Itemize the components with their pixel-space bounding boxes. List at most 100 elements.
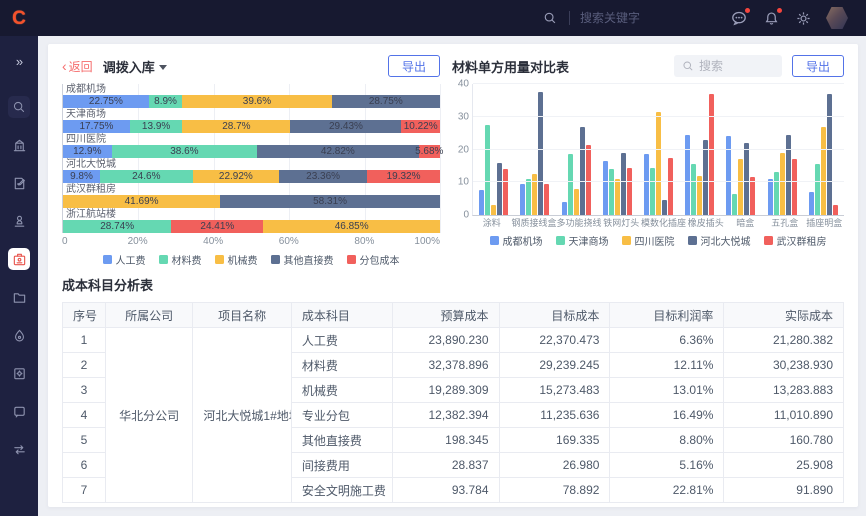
sidebar-item-document-edit[interactable] <box>8 172 30 194</box>
legend-label: 人工费 <box>115 255 146 267</box>
export-button-right[interactable]: 导出 <box>791 55 844 77</box>
subject-cell: 人工费 <box>290 327 394 353</box>
stacked-bar: 28.74% 24.41% 46.85% <box>63 220 440 233</box>
value-cell: 30,238.930 <box>723 352 844 378</box>
navbar-search[interactable] <box>541 9 690 27</box>
sidebar-item-stamp[interactable] <box>8 210 30 232</box>
legend-swatch <box>687 235 697 245</box>
back-link[interactable]: ‹ 返回 <box>62 58 93 75</box>
notifications-icon[interactable] <box>762 8 782 27</box>
bar <box>808 192 814 215</box>
charts-row: ‹ 返回 调拨入库 导出 成都机场 22.75% 8.9% 39.6% 28.75% 天津… <box>62 54 844 267</box>
avatar[interactable] <box>826 6 848 30</box>
bar-group <box>762 84 803 215</box>
page-title-dropdown[interactable]: 调拨入库 <box>103 57 167 76</box>
grouped-x-labels: 涂料 钢质接线盒 多功能挠线 铁网灯头 模数化插座 橡皮插头 暗盒 五孔盒 插座明盒 <box>472 217 844 230</box>
legend-swatch <box>102 254 112 264</box>
sidebar-item-clipboard-gear[interactable] <box>8 362 30 384</box>
messages-icon[interactable] <box>730 8 750 27</box>
axis-tick-label: 0 <box>62 236 68 247</box>
row-number-cell: 1 <box>62 327 106 353</box>
sidebar-item-droplet[interactable] <box>8 324 30 346</box>
axis-tick-label: 80% <box>354 236 375 247</box>
stacked-row-label: 天津商场 <box>66 109 106 120</box>
subject-cell: 安全文明施工费 <box>290 477 394 503</box>
value-cell: 11,010.890 <box>723 402 844 428</box>
bar <box>785 134 791 215</box>
value-cell: 93.784 <box>392 477 500 503</box>
legend-item: 分包成本 <box>346 252 400 267</box>
x-axis-label: 橡皮插头 <box>687 218 724 228</box>
value-cell: 22,370.473 <box>498 327 611 353</box>
legend-swatch <box>270 254 280 264</box>
x-axis-label: 铁网灯头 <box>603 218 640 228</box>
value-cell: 19,289.309 <box>392 377 500 403</box>
divider <box>569 11 570 25</box>
bar-group <box>803 84 844 215</box>
bar <box>614 178 620 215</box>
legend-item: 天津商场 <box>555 233 609 248</box>
legend-swatch <box>489 235 499 245</box>
legend-label: 分包成本 <box>359 255 400 267</box>
navbar-actions <box>541 6 866 30</box>
column-header: 预算成本 <box>392 302 500 328</box>
collapse-icon[interactable]: » <box>15 53 23 69</box>
export-button-left[interactable]: 导出 <box>387 55 440 77</box>
bar <box>661 200 667 215</box>
x-axis-label: 模数化插座 <box>641 218 687 228</box>
value-cell: 26.980 <box>498 452 611 478</box>
sidebar-menu <box>8 96 30 460</box>
bar <box>497 162 503 215</box>
bar <box>732 193 738 215</box>
bar <box>620 152 626 215</box>
legend-item: 人工费 <box>102 252 146 267</box>
bar <box>750 177 756 215</box>
sidebar-item-cost-management[interactable] <box>8 248 30 270</box>
axis-tick-label: 40% <box>203 236 224 247</box>
sidebar-item-transfer[interactable] <box>8 438 30 460</box>
bar <box>826 93 832 215</box>
x-axis-label: 五孔盒 <box>771 218 799 228</box>
bar-group <box>638 84 679 215</box>
subject-cell: 其他直接费 <box>290 427 394 453</box>
sidebar-item-building[interactable] <box>8 134 30 156</box>
logo-glyph: C <box>12 7 26 29</box>
stacked-legend: 人工费 材料费 机械费 其他直接费 分包成本 <box>62 251 440 267</box>
table-row: 7 安全文明施工费 93.784 78.892 22.81% 91.890 <box>62 477 844 503</box>
bar <box>602 160 608 215</box>
x-axis-label: 多功能挠线 <box>556 218 602 228</box>
back-label: 返回 <box>68 59 93 74</box>
settings-icon[interactable] <box>794 9 812 27</box>
navbar-search-input[interactable] <box>580 11 690 25</box>
chart-search-box[interactable] <box>673 55 782 77</box>
page-title: 调拨入库 <box>102 59 155 75</box>
notification-badge <box>777 8 782 13</box>
subject-cell: 专业分包 <box>290 402 394 428</box>
sidebar-item-search[interactable] <box>8 96 30 118</box>
column-header: 目标利润率 <box>609 302 725 328</box>
subject-cell: 材料费 <box>290 352 394 378</box>
sidebar-item-folder[interactable] <box>8 286 30 308</box>
x-axis-label: 涂料 <box>482 218 501 228</box>
bar-group <box>679 84 720 215</box>
chart-search-input[interactable] <box>698 59 774 73</box>
legend-item: 机械费 <box>214 252 258 267</box>
sidebar-item-chat[interactable] <box>8 400 30 422</box>
navbar: C <box>0 0 866 36</box>
app-logo[interactable]: C <box>0 0 38 36</box>
value-cell: 21,280.382 <box>723 327 844 353</box>
bar-segment: 5.68% <box>415 145 444 158</box>
bar-group <box>720 84 761 215</box>
bar <box>608 169 614 215</box>
axis-tick-label: 20% <box>127 236 148 247</box>
bar <box>738 159 744 215</box>
search-icon[interactable] <box>541 9 559 27</box>
gridline <box>473 148 844 150</box>
gridline <box>138 84 140 233</box>
legend-item: 其他直接费 <box>270 252 334 267</box>
right-panel-header: 材料单方用量对比表 导出 <box>452 54 844 78</box>
value-cell: 12.11% <box>609 352 725 378</box>
main-content: ‹ 返回 调拨入库 导出 成都机场 22.75% 8.9% 39.6% 28.75% 天津… <box>38 36 866 516</box>
bar-group <box>473 84 514 215</box>
row-number-cell: 5 <box>62 427 106 453</box>
